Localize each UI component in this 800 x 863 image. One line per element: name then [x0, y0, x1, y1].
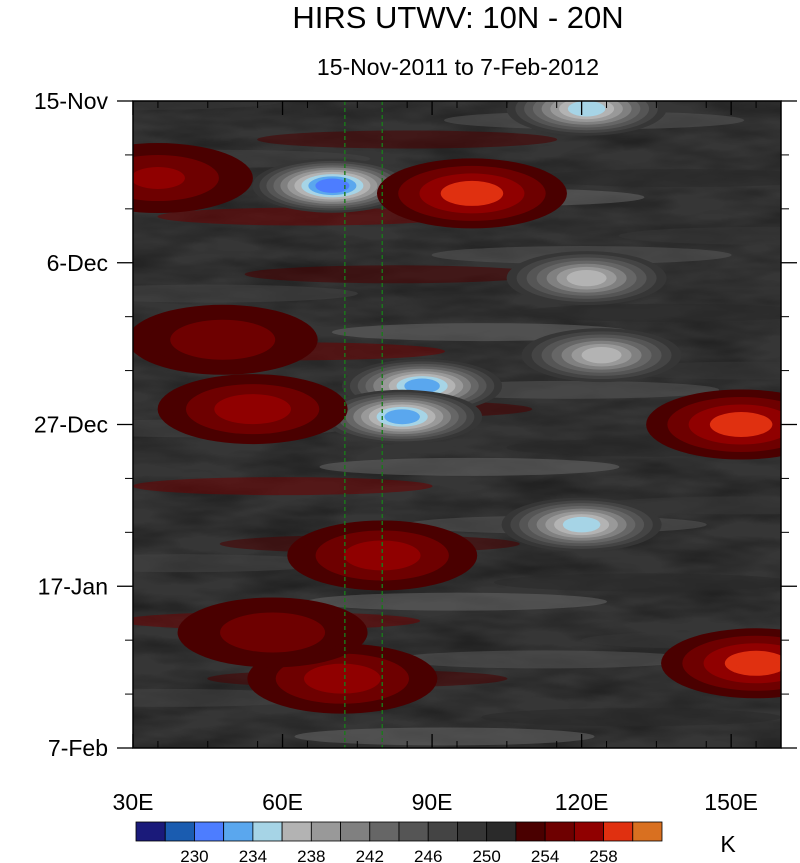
contour-level	[404, 378, 440, 394]
colorbar-label: 234	[239, 847, 267, 863]
contour-feature	[506, 251, 667, 306]
colorbar-label: 242	[356, 847, 384, 863]
colorbar-swatch	[223, 821, 254, 842]
contour-feature	[177, 597, 368, 668]
colorbar-swatch	[369, 821, 400, 842]
x-tick-label: 60E	[262, 789, 303, 815]
contour-feature	[506, 101, 667, 136]
contour-feature	[287, 520, 478, 591]
colorbar-swatch	[398, 821, 429, 842]
contour-feature	[646, 389, 781, 460]
contour-level	[358, 545, 407, 566]
contour-level	[241, 619, 304, 645]
contour-level	[720, 415, 762, 434]
chart-subtitle: 15-Nov-2011 to 7-Feb-2012	[316, 54, 600, 80]
colorbar-label: 258	[589, 847, 617, 863]
colorbar-swatch	[135, 821, 166, 842]
contour-level	[318, 668, 367, 689]
contour-feature	[521, 328, 682, 383]
contour-field	[133, 101, 781, 748]
contour-level	[581, 347, 622, 364]
field-streak	[133, 554, 333, 573]
contour-feature	[661, 628, 781, 699]
x-axis: 30E 60E 90E 120E 150E	[113, 101, 758, 815]
colorbar-label: 238	[297, 847, 325, 863]
colorbar-swatch	[603, 821, 634, 842]
colorbar-swatch	[427, 821, 458, 842]
colorbar-label: 230	[180, 847, 208, 863]
contour-feature	[252, 158, 413, 213]
chart-title: HIRS UTWV: 10N - 20N	[292, 0, 624, 35]
field-streak	[518, 303, 781, 322]
colorbar-swatch	[515, 821, 546, 842]
contour-feature	[247, 643, 438, 714]
field-streak	[531, 169, 781, 188]
field-streak	[294, 727, 595, 746]
field-streak	[133, 477, 433, 496]
colorbar-swatch	[544, 821, 575, 842]
colorbar-swatch	[573, 821, 604, 842]
colorbar-units: K	[720, 831, 736, 857]
contour-level	[562, 516, 601, 533]
colorbar-label: 246	[414, 847, 442, 863]
colorbar-swatch	[281, 821, 312, 842]
field-streak	[133, 284, 358, 303]
field-streak	[493, 573, 781, 592]
field-streak	[257, 130, 558, 149]
contour-level	[566, 270, 607, 287]
x-tick-label: 120E	[555, 789, 609, 815]
y-tick-label: 27-Dec	[34, 412, 108, 438]
field-streak	[481, 708, 781, 727]
contour-feature	[376, 158, 567, 229]
x-tick-label: 90E	[412, 789, 453, 815]
contour-level	[191, 327, 254, 353]
colorbar-swatch	[310, 821, 341, 842]
colorbar-swatch	[457, 821, 488, 842]
colorbar-swatch	[632, 821, 663, 842]
x-tick-label: 150E	[704, 789, 758, 815]
contour-level	[315, 178, 350, 193]
contour-level	[133, 167, 185, 190]
colorbar-label: 254	[531, 847, 559, 863]
field-streak	[319, 457, 620, 476]
colorbar: 230 234 238 242 246 250 254 258 K	[135, 821, 736, 863]
contour-level	[451, 184, 493, 203]
y-tick-label: 17-Jan	[38, 573, 108, 599]
x-tick-label: 30E	[113, 789, 154, 815]
colorbar-swatch	[252, 821, 283, 842]
y-tick-label: 7-Feb	[48, 735, 108, 761]
contour-level	[384, 409, 420, 425]
field-streak	[618, 226, 781, 245]
colorbar-swatch	[194, 821, 225, 842]
colorbar-swatch	[340, 821, 371, 842]
contour-feature	[157, 374, 348, 445]
contour-level	[228, 399, 277, 420]
contour-feature	[501, 497, 662, 552]
contour-level	[567, 101, 606, 117]
field-streak	[244, 265, 545, 284]
contour-feature	[322, 389, 483, 444]
y-tick-label: 15-Nov	[34, 88, 109, 114]
field-streak	[307, 592, 607, 611]
field-streak	[394, 650, 695, 669]
contour-feature	[133, 304, 318, 375]
y-axis: 15-Nov 6-Dec 27-Dec 17-Jan 7-Feb	[34, 88, 797, 761]
colorbar-swatch	[486, 821, 517, 842]
y-tick-label: 6-Dec	[47, 250, 108, 276]
colorbar-label: 250	[472, 847, 500, 863]
contour-level	[735, 654, 777, 673]
contour-feature	[133, 143, 253, 214]
colorbar-swatch	[164, 821, 195, 842]
reference-lines	[344, 101, 383, 748]
